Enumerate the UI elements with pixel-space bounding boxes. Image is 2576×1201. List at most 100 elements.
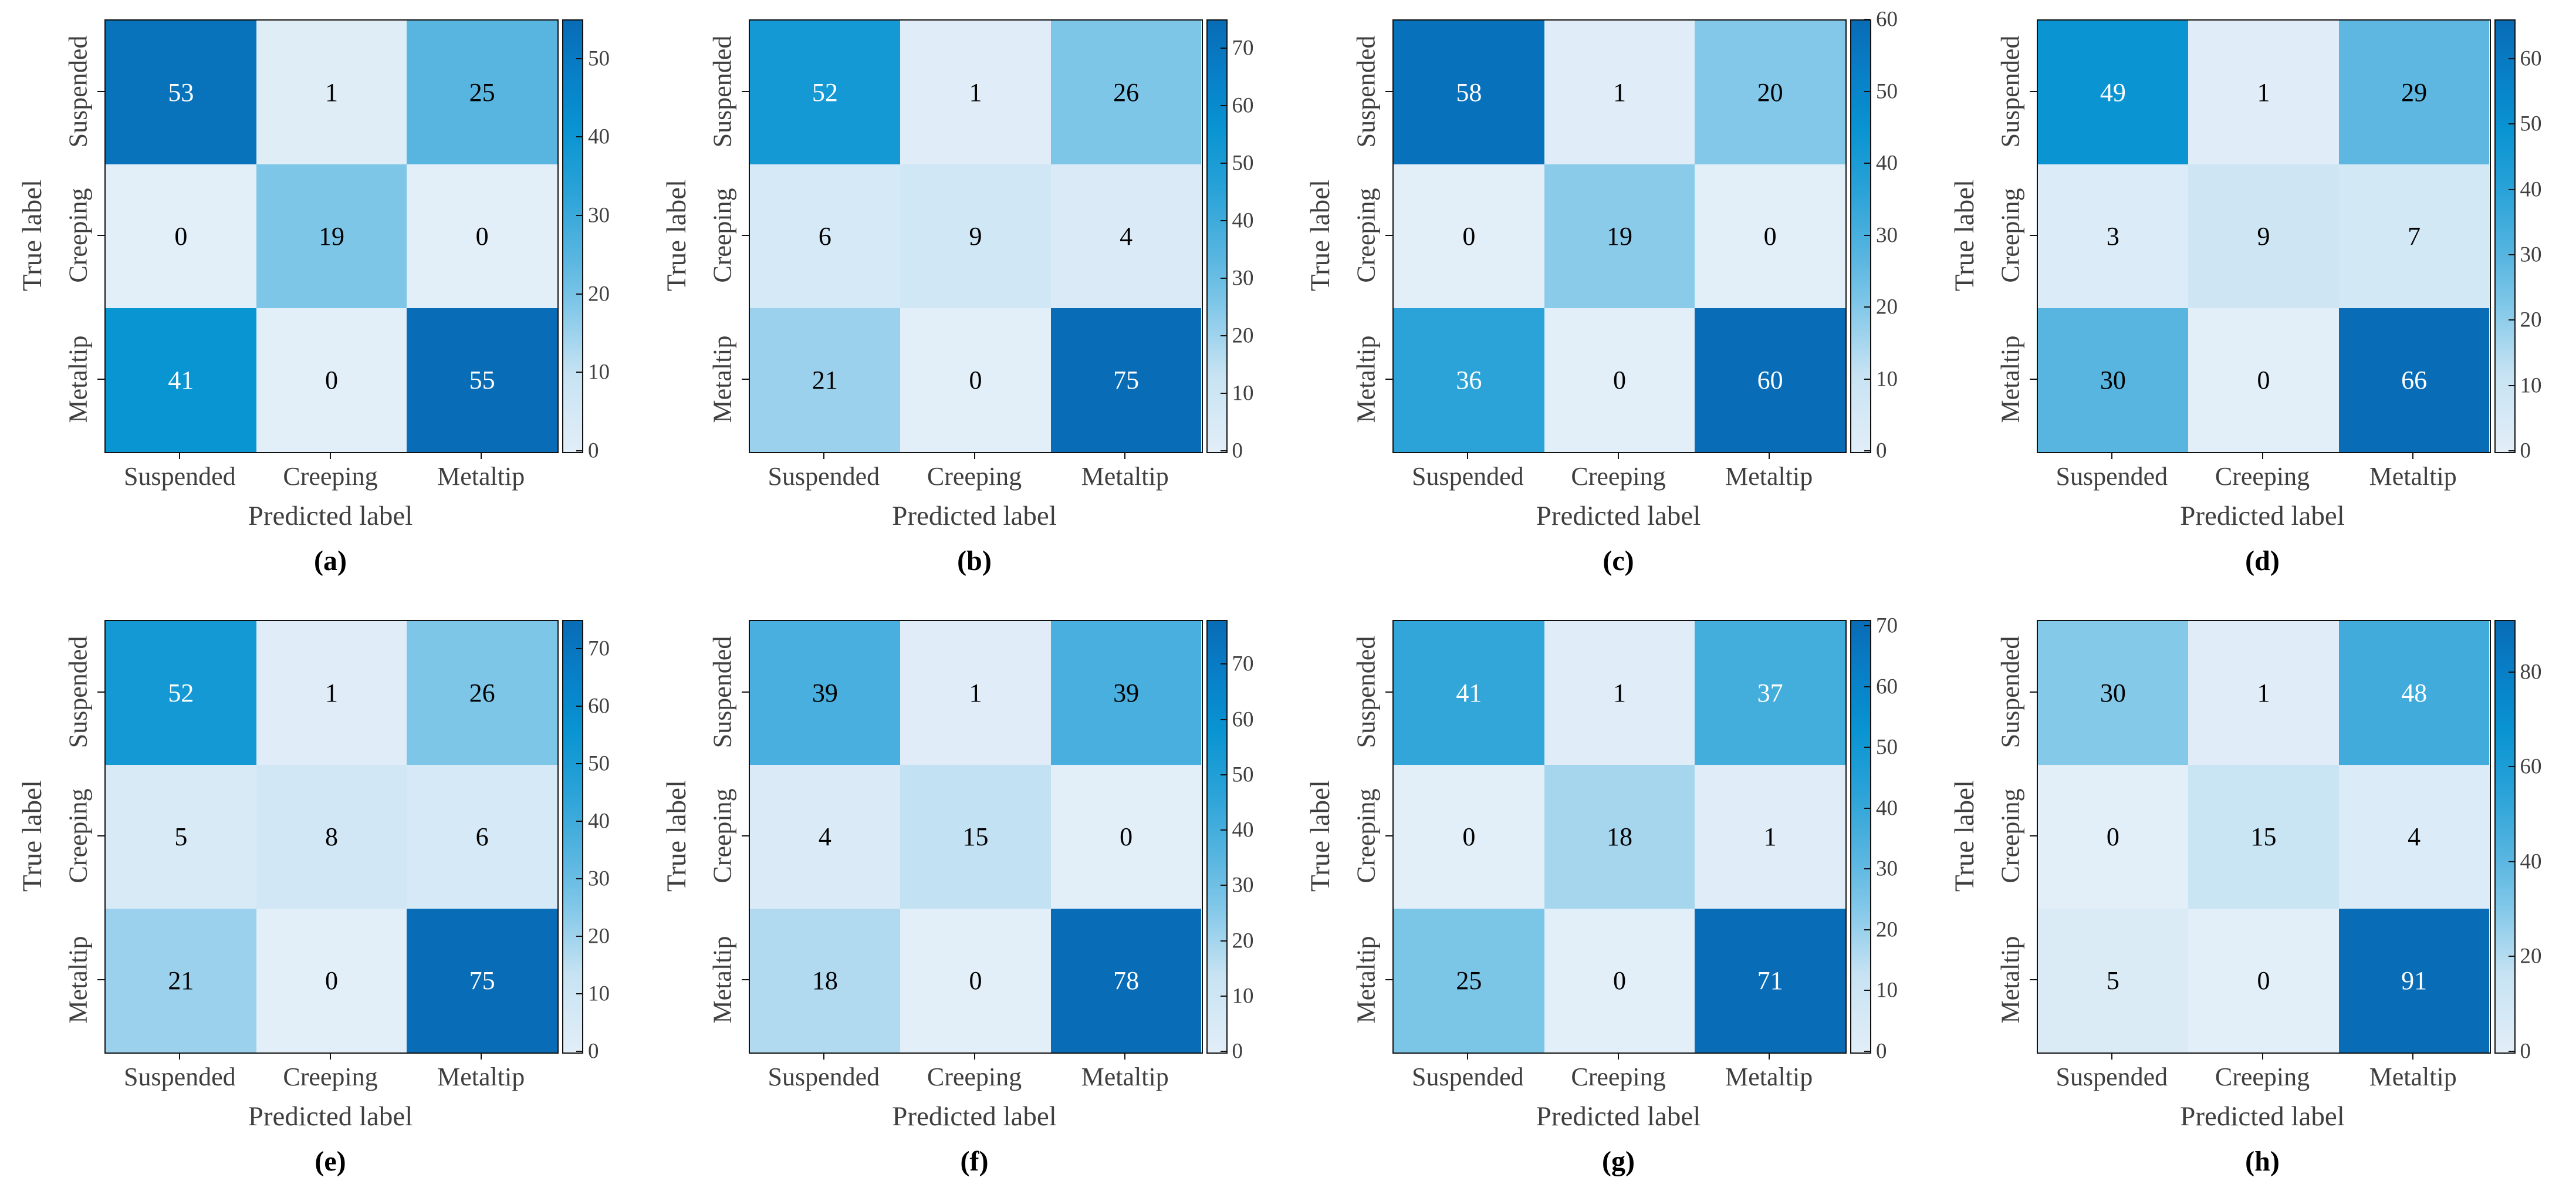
matrix-cell-r2c0: 21 bbox=[106, 909, 256, 1052]
colorbar-tick-label: 20 bbox=[1232, 323, 1254, 348]
colorbar-tick-label: 60 bbox=[588, 694, 610, 718]
colorbar-tick-label: 70 bbox=[1876, 613, 1898, 638]
cell-value: 0 bbox=[1462, 222, 1476, 251]
colorbar-tick-label: 30 bbox=[1876, 856, 1898, 881]
colorbar-tick bbox=[1864, 90, 1870, 92]
matrix-cell-r1c0: 4 bbox=[749, 765, 901, 909]
matrix-cell-r1c1: 19 bbox=[256, 164, 407, 308]
x-axis-tick bbox=[2412, 1052, 2414, 1060]
y-axis-tick bbox=[741, 378, 749, 380]
cell-value: 41 bbox=[168, 366, 194, 394]
colorbar-tick bbox=[576, 450, 582, 451]
cell-value: 0 bbox=[1462, 822, 1476, 851]
cell-value: 3 bbox=[2106, 222, 2119, 251]
colorbar-tick bbox=[2508, 319, 2514, 321]
colorbar-tick bbox=[2508, 861, 2514, 862]
x-axis-label: Predicted label bbox=[1536, 501, 1701, 531]
x-axis-tick bbox=[1124, 1052, 1126, 1060]
x-tick-label-suspended: Suspended bbox=[1412, 462, 1524, 491]
y-axis-tick bbox=[97, 691, 104, 693]
colorbar-tick bbox=[1220, 48, 1226, 49]
matrix-cell-r2c1: 0 bbox=[1544, 909, 1695, 1052]
x-axis-tick bbox=[480, 452, 482, 459]
y-tick-label-metaltip: Metaltip bbox=[63, 335, 93, 423]
cell-value: 1 bbox=[969, 679, 982, 707]
matrix-cell-r1c2: 0 bbox=[1695, 164, 1845, 308]
colorbar-tick-label: 0 bbox=[1876, 1039, 1887, 1064]
x-tick-label-metaltip: Metaltip bbox=[1081, 462, 1169, 491]
x-tick-label-creeping: Creeping bbox=[1571, 1062, 1666, 1091]
cell-value: 1 bbox=[1763, 822, 1777, 851]
colorbar-tick bbox=[1864, 306, 1870, 308]
matrix-cell-r1c0: 5 bbox=[106, 765, 256, 909]
matrix-cell-r1c2: 0 bbox=[407, 164, 557, 308]
colorbar-tick bbox=[576, 993, 582, 994]
x-axis-tick bbox=[480, 1052, 482, 1060]
panel-letter-e: (e) bbox=[315, 1146, 346, 1177]
y-tick-label-metaltip: Metaltip bbox=[1996, 335, 2024, 423]
cell-value: 66 bbox=[2401, 366, 2428, 394]
x-axis-label: Predicted label bbox=[2180, 501, 2345, 531]
matrix-cell-r0c2: 25 bbox=[407, 21, 557, 164]
x-axis-label: Predicted label bbox=[1536, 1101, 1701, 1132]
colorbar-tick bbox=[1220, 220, 1226, 221]
colorbar-tick-label: 60 bbox=[2520, 46, 2542, 71]
colorbar-tick-label: 30 bbox=[588, 866, 610, 891]
cell-value: 48 bbox=[2401, 679, 2428, 707]
colorbar-tick-label: 20 bbox=[588, 282, 610, 306]
matrix-cell-r0c2: 37 bbox=[1695, 621, 1845, 765]
confusion-matrix-panel-h: True label Suspended Creeping Metaltip 30 1 48… bbox=[1932, 600, 2576, 1201]
colorbar-tick bbox=[1220, 163, 1226, 164]
matrix-cell-r2c2: 75 bbox=[1050, 308, 1202, 452]
cell-value: 58 bbox=[1456, 78, 1482, 107]
colorbar-tick-label: 10 bbox=[2520, 373, 2542, 398]
matrix-cell-r0c0: 53 bbox=[106, 21, 256, 164]
cell-value: 39 bbox=[812, 679, 838, 707]
y-axis-tick bbox=[741, 90, 749, 92]
matrix-cell-r1c0: 6 bbox=[749, 164, 901, 308]
colorbar bbox=[2494, 620, 2516, 1054]
matrix-cell-r2c0: 36 bbox=[1394, 308, 1544, 452]
y-tick-label-metaltip: Metaltip bbox=[708, 935, 736, 1024]
matrix-cell-r1c2: 0 bbox=[1050, 765, 1202, 909]
x-axis-tick bbox=[330, 452, 331, 459]
matrix-cell-r0c1: 1 bbox=[1544, 621, 1695, 765]
cell-value: 26 bbox=[1113, 78, 1140, 107]
matrix-cell-r1c2: 1 bbox=[1695, 765, 1845, 909]
colorbar-tick-label: 40 bbox=[1232, 208, 1254, 233]
colorbar-tick-label: 50 bbox=[1876, 79, 1898, 103]
panel-letter-f: (f) bbox=[960, 1146, 989, 1177]
x-axis-tick bbox=[2111, 452, 2112, 459]
matrix-cell-r0c2: 26 bbox=[407, 621, 557, 765]
y-tick-label-creeping: Creeping bbox=[1996, 187, 2024, 283]
cell-value: 55 bbox=[469, 366, 495, 394]
x-tick-label-suspended: Suspended bbox=[2056, 1062, 2168, 1091]
matrix-cell-r2c2: 55 bbox=[407, 308, 557, 452]
y-axis-tick bbox=[741, 979, 749, 980]
y-axis-tick bbox=[1385, 835, 1392, 836]
colorbar-tick-label: 60 bbox=[1876, 674, 1898, 699]
colorbar-tick-label: 20 bbox=[2520, 308, 2542, 332]
x-axis-tick bbox=[2111, 1052, 2112, 1060]
heatmap-grid: 49 1 29 3 9 7 30 0 66 bbox=[2036, 19, 2491, 453]
matrix-cell-r1c2: 7 bbox=[2338, 164, 2490, 308]
colorbar-tick bbox=[1220, 940, 1226, 942]
x-tick-label-metaltip: Metaltip bbox=[437, 462, 525, 491]
cell-value: 15 bbox=[2250, 822, 2277, 851]
x-tick-label-creeping: Creeping bbox=[283, 1062, 378, 1091]
colorbar-tick-label: 20 bbox=[588, 924, 610, 949]
y-axis-label: True label bbox=[1949, 179, 1980, 291]
colorbar-tick-label: 30 bbox=[2520, 242, 2542, 267]
colorbar-tick bbox=[1864, 1051, 1870, 1052]
colorbar-tick bbox=[1220, 718, 1226, 720]
matrix-cell-r0c1: 1 bbox=[2188, 21, 2339, 164]
colorbar-tick-label: 40 bbox=[1876, 151, 1898, 176]
y-axis-tick bbox=[97, 979, 104, 980]
cell-value: 5 bbox=[2106, 966, 2119, 995]
y-tick-label-suspended: Suspended bbox=[63, 35, 93, 147]
colorbar-tick bbox=[1864, 19, 1870, 20]
y-axis-tick bbox=[2029, 979, 2037, 980]
cell-value: 39 bbox=[1113, 679, 1140, 707]
panel-letter-d: (d) bbox=[2245, 545, 2280, 576]
colorbar-tick bbox=[1864, 450, 1870, 451]
